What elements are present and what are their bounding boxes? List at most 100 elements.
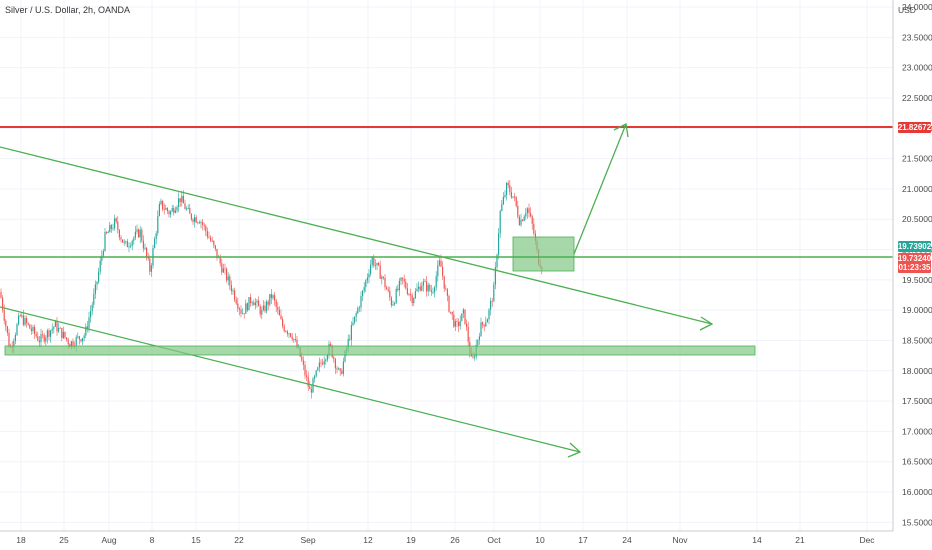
candle-body (378, 262, 380, 266)
candle-body (170, 211, 172, 215)
candle-body (102, 250, 104, 256)
candle-body (251, 302, 253, 304)
candle-body (373, 257, 375, 266)
candle-body (128, 246, 130, 248)
candle-body (166, 208, 168, 212)
candle-body (397, 288, 399, 291)
candle-body (98, 271, 100, 282)
candle-body (371, 257, 373, 265)
time-axis[interactable]: 1825Aug81522Sep5121926Oct101724Nov1421De… (16, 535, 875, 545)
candle-body (304, 364, 306, 376)
candle-body (490, 300, 492, 310)
candle-body (507, 182, 509, 186)
grid (0, 0, 893, 531)
candle-body (104, 232, 106, 251)
candle-body (173, 208, 175, 213)
candle-body (454, 321, 456, 327)
candle-body (355, 313, 357, 317)
candle-body (192, 219, 194, 222)
candle-body (421, 285, 423, 291)
candle-body (211, 240, 213, 242)
candle-body (458, 321, 460, 327)
candle-body (294, 339, 296, 340)
target-arrowhead (613, 123, 629, 138)
x-tick-label: Nov (672, 535, 688, 545)
candle-body (61, 327, 63, 339)
candle-body (238, 308, 240, 310)
candle-body (187, 207, 189, 209)
candle-body (75, 337, 77, 347)
candle-body (442, 266, 444, 276)
candle-body (46, 330, 48, 338)
candle-body (456, 321, 458, 323)
candle-body (42, 334, 44, 336)
y-tick-label: 18.00000 (902, 366, 932, 376)
candle-body (491, 300, 493, 302)
candle-body (274, 295, 276, 301)
candle-body (91, 304, 93, 312)
candle-body (430, 290, 432, 293)
candle-body (510, 192, 512, 198)
candle-body (146, 247, 148, 257)
candle-body (342, 361, 344, 374)
candle-body (133, 237, 135, 241)
candle-body (482, 322, 484, 325)
current-price-badge-green-bg (898, 241, 931, 252)
candle-body (131, 240, 133, 246)
candle-body (0, 291, 2, 298)
candle-body (106, 232, 108, 234)
candle-body (326, 355, 328, 360)
candle-body (272, 295, 274, 299)
candle-body (424, 281, 426, 283)
candle-body (189, 207, 191, 214)
current-price-badge-red-bg (898, 253, 931, 264)
candle-body (293, 339, 295, 340)
candle-body (461, 313, 463, 322)
candle-body (56, 321, 58, 332)
candle-body (485, 322, 487, 327)
candle-body (446, 289, 448, 296)
x-tick-label: 22 (234, 535, 244, 545)
candle-body (8, 332, 10, 347)
candle-body (125, 241, 127, 243)
candle-body (267, 301, 269, 305)
candle-body (402, 277, 404, 280)
candle-body (418, 286, 420, 289)
candle-body (243, 313, 245, 315)
candle-body (85, 326, 87, 336)
y-tick-label: 23.50000 (902, 32, 932, 42)
candle-body (416, 288, 418, 292)
candle-body (488, 309, 490, 320)
candle-body (357, 308, 359, 314)
candle-body (338, 368, 340, 370)
candle-body (504, 194, 506, 197)
candle-body (22, 315, 24, 325)
candle-body (309, 386, 311, 389)
candle-body (34, 326, 36, 334)
candle-body (392, 304, 394, 306)
candle-body (336, 368, 338, 370)
candle-body (322, 363, 324, 365)
target-arrow-line (573, 123, 627, 255)
candle-body (453, 314, 455, 327)
candle-body (270, 294, 272, 299)
candle-body (109, 225, 111, 233)
candle-body (403, 279, 405, 282)
candle-body (347, 339, 349, 349)
candle-body (434, 287, 436, 293)
x-tick-label: Dec (859, 535, 875, 545)
candle-body (282, 319, 284, 327)
candle-body (190, 213, 192, 220)
candle-body (83, 335, 85, 338)
candle-body (523, 216, 525, 221)
candle-body (394, 302, 396, 305)
candle-body (198, 222, 200, 224)
candle-body (370, 264, 372, 274)
candle-body (162, 200, 164, 210)
candle-body (411, 295, 413, 304)
candle-body (386, 287, 388, 290)
candle-body (290, 333, 292, 337)
candle-body (179, 198, 181, 202)
candle-body (258, 300, 260, 307)
